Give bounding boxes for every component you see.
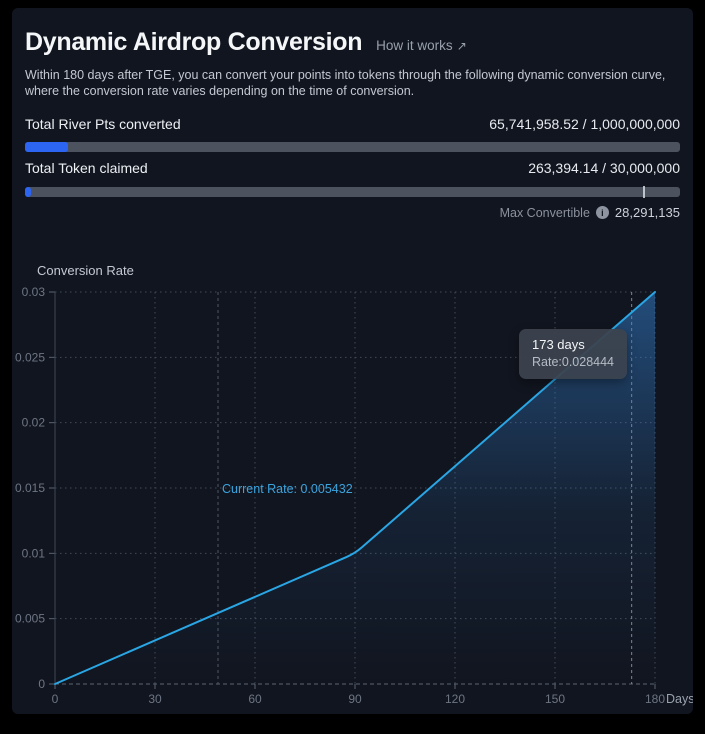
svg-text:0: 0: [38, 677, 45, 691]
header: Dynamic Airdrop Conversion How it works …: [25, 28, 680, 57]
svg-text:180: 180: [645, 692, 665, 706]
page-title: Dynamic Airdrop Conversion: [25, 28, 363, 56]
max-convertible-marker: [642, 186, 645, 198]
y-tick-labels: 0 0.005 0.01 0.015 0.02 0.025 0.03: [15, 285, 45, 691]
token-claimed-value: 263,394.14 / 30,000,000: [528, 160, 680, 176]
token-claimed-label: Total Token claimed: [25, 160, 148, 176]
token-claimed-progress-fill: [25, 187, 31, 197]
stat-row-pts-converted: Total River Pts converted 65,741,958.52 …: [25, 116, 680, 132]
svg-text:30: 30: [148, 692, 162, 706]
airdrop-conversion-panel: Dynamic Airdrop Conversion How it works …: [12, 8, 693, 714]
svg-text:0: 0: [52, 692, 59, 706]
max-convertible-label: Max Convertible: [499, 205, 590, 220]
tooltip-day: 173 days: [532, 337, 585, 352]
svg-text:90: 90: [348, 692, 362, 706]
series-line: [54, 291, 656, 685]
chart-canvas[interactable]: 0 0.005 0.01 0.015 0.02 0.025 0.03 0 30 60 90 120 15…: [12, 256, 693, 714]
chart-title: Conversion Rate: [37, 263, 134, 278]
max-convertible-value: 28,291,135: [614, 205, 680, 220]
description-line-1: Within 180 days after TGE, you can conve…: [25, 68, 666, 82]
pts-converted-value: 65,741,958.52 / 1,000,000,000: [489, 116, 680, 132]
pts-converted-progress-fill: [25, 142, 69, 152]
svg-text:0.03: 0.03: [22, 285, 46, 299]
description-line-2: where the conversion rate varies dependi…: [25, 83, 415, 98]
svg-text:120: 120: [445, 692, 465, 706]
info-icon[interactable]: i: [595, 206, 609, 219]
current-rate-annotation: Current Rate: 0.005432: [222, 482, 353, 496]
token-claimed-progressbar: [25, 186, 680, 198]
svg-text:0.01: 0.01: [22, 546, 46, 560]
svg-text:60: 60: [248, 692, 262, 706]
description: Within 180 days after TGE, you can conve…: [25, 68, 680, 99]
tooltip-rate: Rate:0.028444: [532, 355, 615, 369]
chart-tooltip: 173 days Rate:0.028444: [519, 329, 628, 379]
svg-text:0.02: 0.02: [22, 416, 46, 430]
how-it-works-link[interactable]: How it works ↗: [376, 38, 467, 53]
x-tick-labels: 0 30 60 90 120 150 180: [52, 692, 666, 706]
external-link-arrow-icon: ↗: [456, 39, 467, 53]
svg-text:0.015: 0.015: [15, 481, 45, 495]
series-area: [55, 292, 655, 684]
max-convertible-row: Max Convertible i 28,291,135: [500, 205, 680, 220]
svg-text:0.005: 0.005: [15, 612, 45, 626]
x-axis-label: Days: [666, 692, 693, 706]
pts-converted-progressbar: [25, 142, 680, 152]
svg-text:150: 150: [545, 692, 565, 706]
pts-converted-label: Total River Pts converted: [25, 116, 181, 132]
conversion-rate-chart[interactable]: Conversion Rate 0 0.005 0.01 0.015 0.02 0.025…: [12, 256, 693, 714]
svg-text:0.025: 0.025: [15, 350, 45, 364]
how-it-works-label: How it works: [376, 38, 453, 53]
stat-row-token-claimed: Total Token claimed 263,394.14 / 30,000,…: [25, 160, 680, 176]
